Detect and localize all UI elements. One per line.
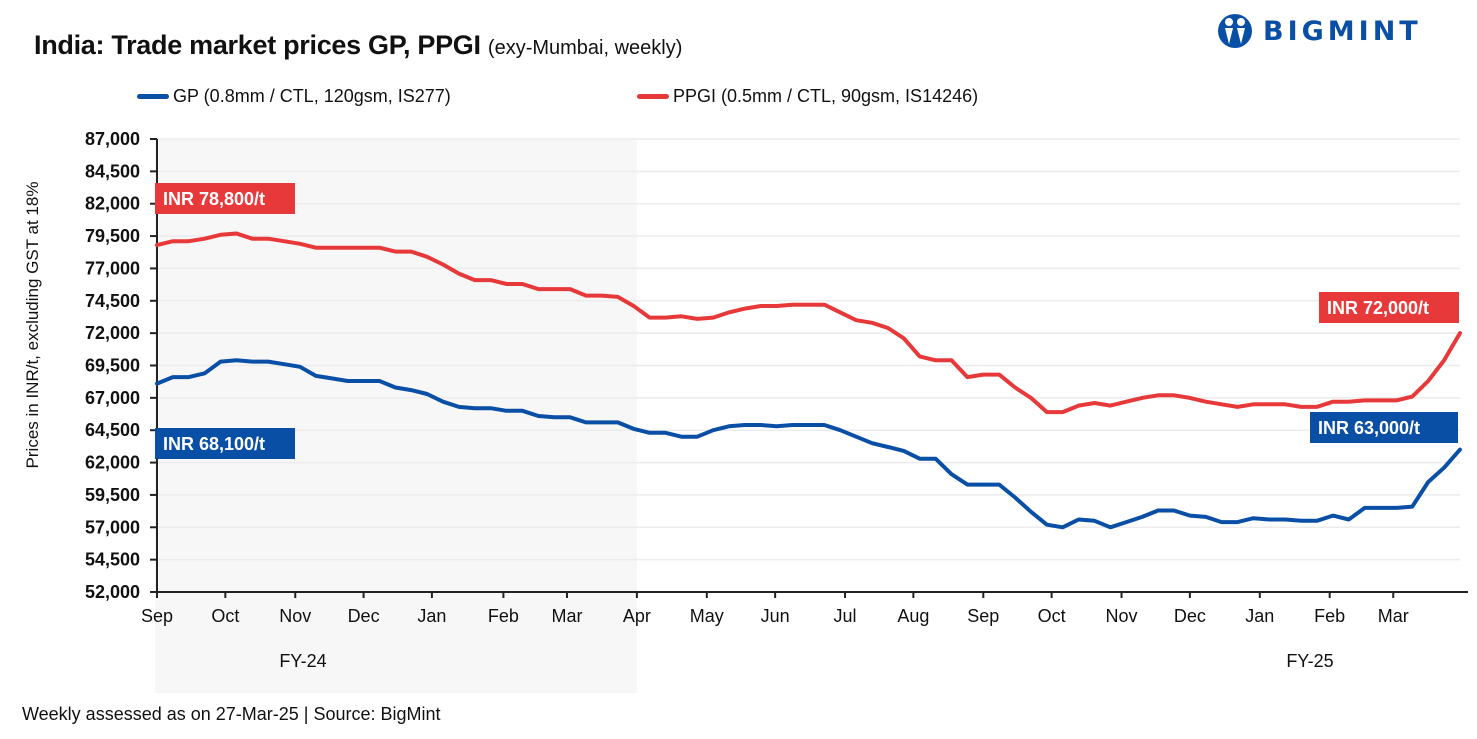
x-tick-label: Dec (348, 606, 380, 626)
x-tick-label: Nov (279, 606, 311, 626)
bigmint-logo-icon (1218, 14, 1252, 48)
fy-label: FY-24 (279, 651, 326, 671)
x-tick-label: Feb (1314, 606, 1345, 626)
x-tick-label: Sep (967, 606, 999, 626)
legend-label-gp: GP (0.8mm / CTL, 120gsm, IS277) (173, 86, 451, 106)
chart-subtitle: (exy-Mumbai, weekly) (487, 37, 683, 59)
chart-title: India: Trade market prices GP, PPGI (exy… (34, 30, 682, 61)
x-tick-label: Sep (141, 606, 173, 626)
callout-ppgi-start-label: INR 78,800/t (163, 189, 265, 209)
y-tick-label: 54,500 (85, 550, 140, 570)
y-tick-label: 59,500 (85, 485, 140, 505)
y-tick-label: 79,500 (85, 226, 140, 246)
legend-swatch-ppgi (637, 94, 669, 99)
series-line-ppgi (155, 231, 1462, 415)
legend-item-ppgi: PPGI (0.5mm / CTL, 90gsm, IS14246) (637, 86, 978, 107)
footer-source: Weekly assessed as on 27-Mar-25 | Source… (22, 704, 441, 724)
y-tick-label: 72,000 (85, 323, 140, 343)
y-tick-label: 74,500 (85, 291, 140, 311)
x-tick-label: Jan (1245, 606, 1274, 626)
y-tick-label: 77,000 (85, 258, 140, 278)
x-tick-label: Mar (1378, 606, 1409, 626)
y-tick-label: 52,000 (85, 582, 140, 602)
bigmint-logo: BIGMINT (1217, 12, 1422, 50)
x-tick-label: Jul (834, 606, 857, 626)
callout-gp-start-box (155, 428, 295, 459)
x-tick-label: Jun (761, 606, 790, 626)
y-tick-label: 82,000 (85, 194, 140, 214)
callout-gp-start-label: INR 68,100/t (163, 434, 265, 454)
y-tick-label: 64,500 (85, 420, 140, 440)
legend-item-gp: GP (0.8mm / CTL, 120gsm, IS277) (137, 86, 451, 107)
x-tick-label: Oct (211, 606, 239, 626)
y-tick-label: 84,500 (85, 161, 140, 181)
fy-label: FY-25 (1286, 651, 1333, 671)
y-tick-label: 62,000 (85, 453, 140, 473)
x-tick-label: May (690, 606, 724, 626)
x-tick-label: Apr (623, 606, 651, 626)
series-line-gp (155, 358, 1462, 530)
y-tick-label: 67,000 (85, 388, 140, 408)
chart-title-main: India: Trade market prices GP, PPGI (34, 30, 481, 60)
x-tick-label: Mar (551, 606, 582, 626)
x-tick-label: Dec (1174, 606, 1206, 626)
legend-label-ppgi: PPGI (0.5mm / CTL, 90gsm, IS14246) (673, 86, 979, 106)
callout-gp-end-box (1310, 412, 1458, 443)
bigmint-logo-text: BIGMINT (1263, 15, 1422, 47)
y-tick-label: 57,000 (85, 517, 140, 537)
callout-ppgi-end-box (1319, 292, 1459, 323)
y-tick-label: 87,000 (85, 129, 140, 149)
callout-ppgi-start-box (155, 183, 295, 214)
callout-gp-end-label: INR 63,000/t (1318, 418, 1420, 438)
callout-ppgi-end-label: INR 72,000/t (1327, 298, 1429, 318)
x-tick-label: Feb (488, 606, 519, 626)
y-tick-label: 69,500 (85, 356, 140, 376)
x-tick-label: Oct (1038, 606, 1066, 626)
x-tick-label: Nov (1106, 606, 1138, 626)
x-tick-label: Jan (417, 606, 446, 626)
legend-swatch-gp (137, 94, 169, 99)
x-tick-label: Aug (897, 606, 929, 626)
